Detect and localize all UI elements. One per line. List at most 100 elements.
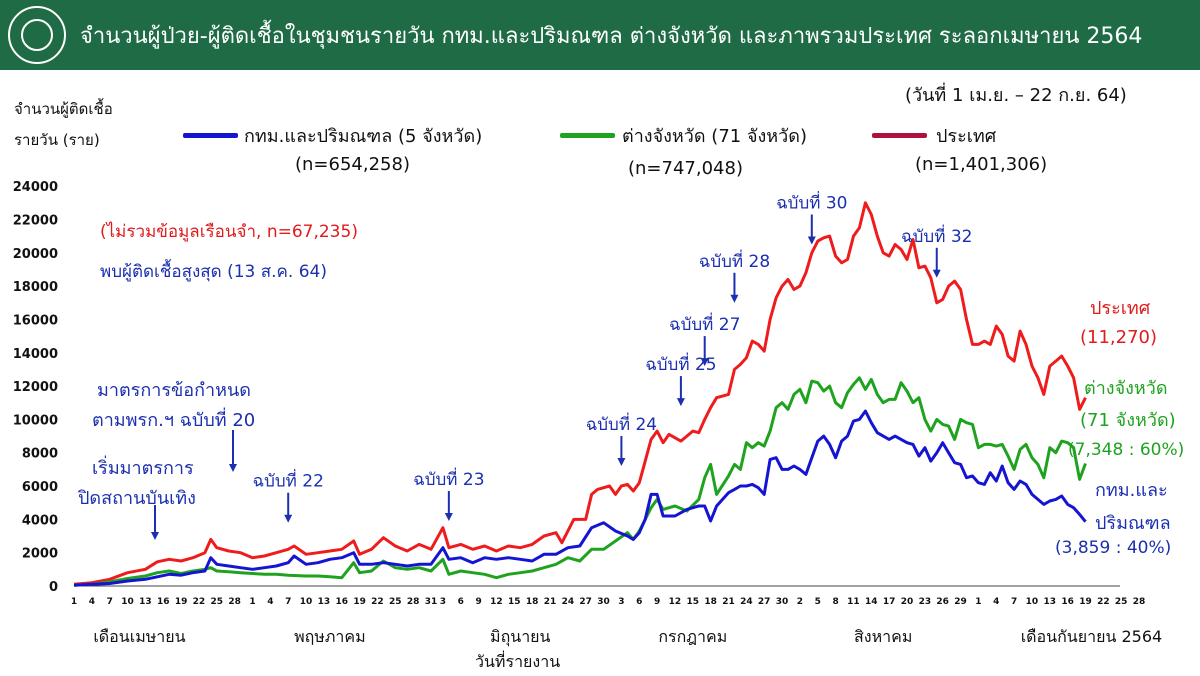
x-tick-label: 19 [1079,597,1092,607]
note-start-line2: ปิดสถานบันเทิง [78,488,196,509]
end-label-bkk-value: (3,859 : 40%) [1055,538,1172,558]
note-arrowhead [151,532,159,540]
x-tick-label: 7 [1011,597,1017,607]
y-tick-label: 20000 [13,247,58,262]
x-tick-label: 4 [267,597,273,607]
x-tick-label: 30 [597,597,610,607]
x-tick-label: 9 [654,597,660,607]
x-tick-label: 7 [107,597,113,607]
x-tick-label: 27 [758,597,771,607]
page-title: จำนวนผู้ป่วย-ผู้ติดเชื้อในชุมชนรายวัน กท… [80,24,1143,49]
x-tick-label: 22 [1097,597,1110,607]
end-label-prov-value: (7,348 : 60%) [1068,440,1185,460]
x-tick-label: 11 [847,597,860,607]
x-tick-label: 1 [249,597,255,607]
y-tick-label: 24000 [13,180,58,195]
month-label: พฤษภาคม [294,627,366,646]
y-tick-label: 10000 [13,413,58,428]
month-label: สิงหาคม [854,627,912,646]
month-label: เดือนเมษายน [93,627,185,646]
x-tick-label: 4 [993,597,999,607]
legend-line-country [872,133,927,138]
x-tick-label: 17 [883,597,896,607]
x-tick-label: 14 [865,597,878,607]
legend-n-country: (n=1,401,306) [915,154,1048,175]
y-axis-label-line1: จำนวนผู้ติดเชื้อ [14,100,113,118]
x-tick-label: 6 [458,597,464,607]
note-peak: พบผู้ติดเชื้อสูงสุด (13 ส.ค. 64) [100,262,327,282]
x-tick-label: 16 [157,597,170,607]
annotation-arrowhead [284,514,293,523]
date-range: (วันที่ 1 เม.ย. – 22 ก.ย. 64) [905,85,1127,106]
x-tick-label: 13 [318,597,331,607]
y-tick-label: 22000 [13,213,58,228]
x-tick-label: 10 [1026,597,1039,607]
x-tick-label: 23 [919,597,932,607]
annotation-label: ฉบับที่ 22 [252,469,323,492]
x-tick-label: 6 [636,597,642,607]
end-label-country-value: (11,270) [1080,327,1158,348]
x-tick-label: 15 [508,597,521,607]
annotation-arrowhead [676,398,685,407]
note-measure-line1: มาตรการข้อกำหนด [97,380,251,401]
legend-label-bkk: กทม.และปริมณฑล (5 จังหวัด) [244,126,483,147]
y-tick-label: 16000 [13,313,58,328]
x-tick-label: 16 [1061,597,1074,607]
note-arrowhead [229,464,237,472]
legend-line-prov [560,133,615,138]
y-tick-label: 8000 [22,447,58,462]
x-tick-label: 21 [544,597,557,607]
note-measure-line2: ตามพรก.ฯ ฉบับที่ 20 [92,410,256,431]
x-tick-label: 21 [722,597,735,607]
annotation-arrowhead [730,294,739,303]
y-tick-label: 12000 [13,380,58,395]
x-tick-label: 24 [740,597,753,607]
end-label-country-name: ประเทศ [1090,298,1151,319]
x-tick-label: 13 [1044,597,1057,607]
end-label-prov-line2: (71 จังหวัด) [1080,410,1176,431]
annotation-label: ฉบับที่ 28 [699,249,770,272]
x-tick-label: 22 [193,597,206,607]
annotation-label: ฉบับที่ 32 [901,224,972,247]
x-tick-label: 18 [704,597,717,607]
x-tick-label: 16 [335,597,348,607]
x-tick-label: 12 [490,597,503,607]
series-line-bkk [73,409,1087,587]
legend-line-bkk [183,133,238,138]
y-tick-label: 6000 [22,480,58,495]
y-tick-label: 4000 [22,513,58,528]
end-label-bkk-line2: ปริมณฑล [1095,513,1171,534]
moph-logo-icon [8,6,66,64]
x-tick-label: 26 [936,597,949,607]
x-tick-label: 2 [797,597,803,607]
x-tick-label: 25 [211,597,224,607]
month-label: กรกฎาคม [658,627,727,646]
x-tick-label: 19 [353,597,366,607]
y-tick-label: 18000 [13,280,58,295]
note-start-line1: เริ่มมาตรการ [92,458,194,479]
annotation-label: ฉบับที่ 24 [586,412,657,435]
series-line-country [73,201,1087,586]
x-tick-label: 28 [407,597,420,607]
x-tick-label: 20 [901,597,914,607]
y-tick-label: 14000 [13,347,58,362]
annotation-label: ฉบับที่ 27 [669,312,740,335]
x-tick-label: 8 [832,597,838,607]
legend-label-prov: ต่างจังหวัด (71 จังหวัด) [622,126,807,147]
annotation-arrowhead [444,513,453,522]
y-tick-label: 2000 [22,547,58,562]
x-tick-label: 10 [121,597,134,607]
x-tick-label: 9 [475,597,481,607]
x-tick-label: 12 [669,597,682,607]
end-label-prov-line1: ต่างจังหวัด [1084,378,1168,399]
x-tick-label: 22 [371,597,384,607]
x-tick-label: 3 [618,597,624,607]
annotation-arrowhead [807,236,816,245]
x-tick-label: 15 [687,597,700,607]
x-tick-label: 25 [389,597,402,607]
x-tick-label: 5 [815,597,821,607]
x-tick-label: 31 [425,597,438,607]
x-tick-label: 10 [300,597,313,607]
series-line-prov [73,376,1087,587]
